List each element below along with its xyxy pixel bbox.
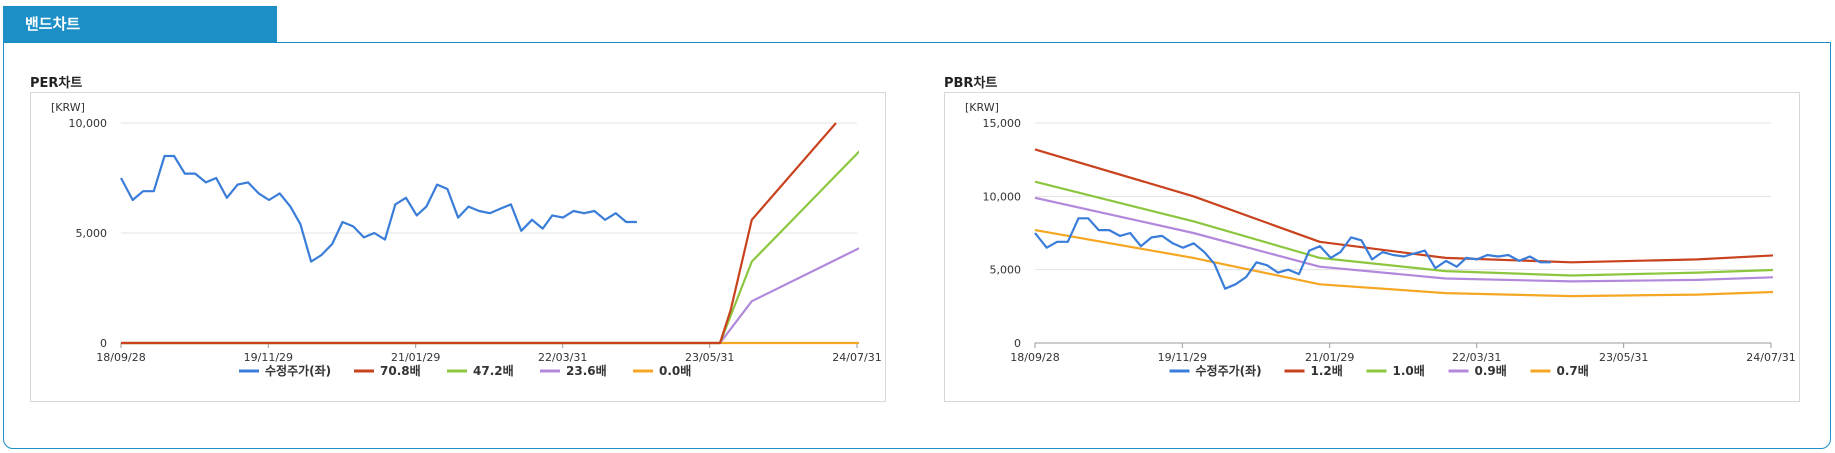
per-chart: [KRW] 10,000 5,000 018/09/28 19/11/29 21/01/2… — [51, 101, 882, 378]
pbr-legend-item[interactable]: 0.9배 — [1475, 363, 1507, 378]
pbr-x-tick-label: 21/01/29 — [1305, 351, 1354, 364]
per-x-tick-label: 21/01/29 — [391, 351, 440, 364]
pbr-series-line-3 — [1034, 196, 1773, 283]
pbr-chart-title: PBR차트 — [944, 76, 998, 91]
pbr-series-line-0 — [1034, 217, 1551, 290]
per-x-tick-label: 23/05/31 — [685, 351, 734, 364]
pbr-x-tick-label: 24/07/31 — [1746, 351, 1795, 364]
pbr-chart: [KRW] 15,000 10,000 5,000 018/09/28 19/11/29 2… — [965, 101, 1796, 378]
pbr-legend-item[interactable]: 0.7배 — [1557, 363, 1589, 378]
per-series-line-2 — [121, 150, 859, 345]
pbr-x-tick-label: 23/05/31 — [1599, 351, 1648, 364]
pbr-y-tick-label: 10,000 — [983, 190, 1022, 203]
pbr-series-line-2 — [1034, 180, 1773, 277]
per-x-tick-label: 19/11/29 — [244, 351, 293, 364]
per-x-tick-label: 18/09/28 — [96, 351, 145, 364]
pbr-y-tick-label: 0 — [1014, 337, 1021, 350]
pbr-series-line-1 — [1034, 148, 1773, 264]
per-chart-box: [KRW] 10,000 5,000 0 18/09/28 19/11/29 21/01/2… — [30, 92, 886, 402]
per-legend-item[interactable]: 23.6배 — [566, 363, 607, 378]
per-chart-title: PER차트 — [30, 76, 83, 91]
pbr-x-tick-label: 19/11/29 — [1158, 351, 1207, 364]
per-y-tick-label: 0 — [100, 337, 107, 350]
pbr-legend-item[interactable]: 1.0배 — [1393, 363, 1425, 378]
per-legend-item[interactable]: 70.8배 — [380, 363, 421, 378]
per-y-tick-label: 10,000 — [69, 117, 108, 130]
per-series-line-0 — [120, 154, 637, 263]
per-y-tick-label: 5,000 — [76, 227, 108, 240]
per-legend-item[interactable]: 47.2배 — [473, 363, 514, 378]
per-x-tick-label: 24/07/31 — [832, 351, 881, 364]
pbr-chart-box: [KRW] 15,000 10,000 5,000 0 18/09/28 19/11/29 2… — [944, 92, 1800, 402]
pbr-legend: 수정주가(좌) 1.2배 1.0배 0.9배 0.7배 — [1169, 363, 1589, 378]
band-chart-tab[interactable]: 밴드차트 — [3, 6, 277, 42]
pbr-y-tick-label: 15,000 — [983, 117, 1022, 130]
per-legend-item[interactable]: 0.0배 — [659, 363, 691, 378]
pbr-series-line-4 — [1034, 229, 1773, 298]
pbr-y-tick-label: 5,000 — [990, 264, 1022, 277]
per-series-line-1 — [121, 122, 837, 345]
pbr-x-tick-label: 22/03/31 — [1452, 351, 1501, 364]
pbr-x-tick-label: 18/09/28 — [1010, 351, 1059, 364]
per-legend: 수정주가(좌) 70.8배 47.2배 23.6배 0.0배 — [239, 363, 691, 378]
per-unit-label: [KRW] — [51, 101, 85, 114]
per-x-tick-label: 22/03/31 — [538, 351, 587, 364]
pbr-unit-label: [KRW] — [965, 101, 999, 114]
per-legend-item[interactable]: 수정주가(좌) — [265, 363, 331, 378]
pbr-legend-item[interactable]: 수정주가(좌) — [1196, 363, 1262, 378]
pbr-legend-item[interactable]: 1.2배 — [1311, 363, 1343, 378]
